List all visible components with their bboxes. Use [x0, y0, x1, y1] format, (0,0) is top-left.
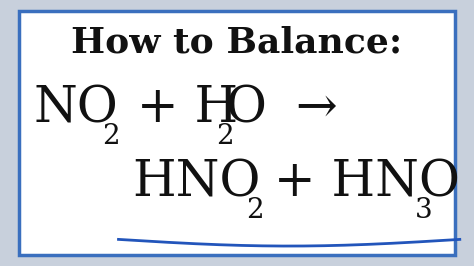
- Text: 2: 2: [246, 197, 264, 224]
- Text: HNO: HNO: [133, 158, 261, 208]
- Text: →: →: [280, 84, 337, 133]
- Text: 2: 2: [216, 123, 233, 150]
- Text: + H: + H: [121, 84, 238, 133]
- Text: 3: 3: [415, 197, 432, 224]
- Text: How to Balance:: How to Balance:: [72, 26, 402, 60]
- FancyBboxPatch shape: [19, 11, 455, 255]
- Text: 2: 2: [102, 123, 119, 150]
- Text: O: O: [225, 84, 266, 133]
- Text: + HNO: + HNO: [258, 158, 460, 208]
- Text: NO: NO: [33, 84, 118, 133]
